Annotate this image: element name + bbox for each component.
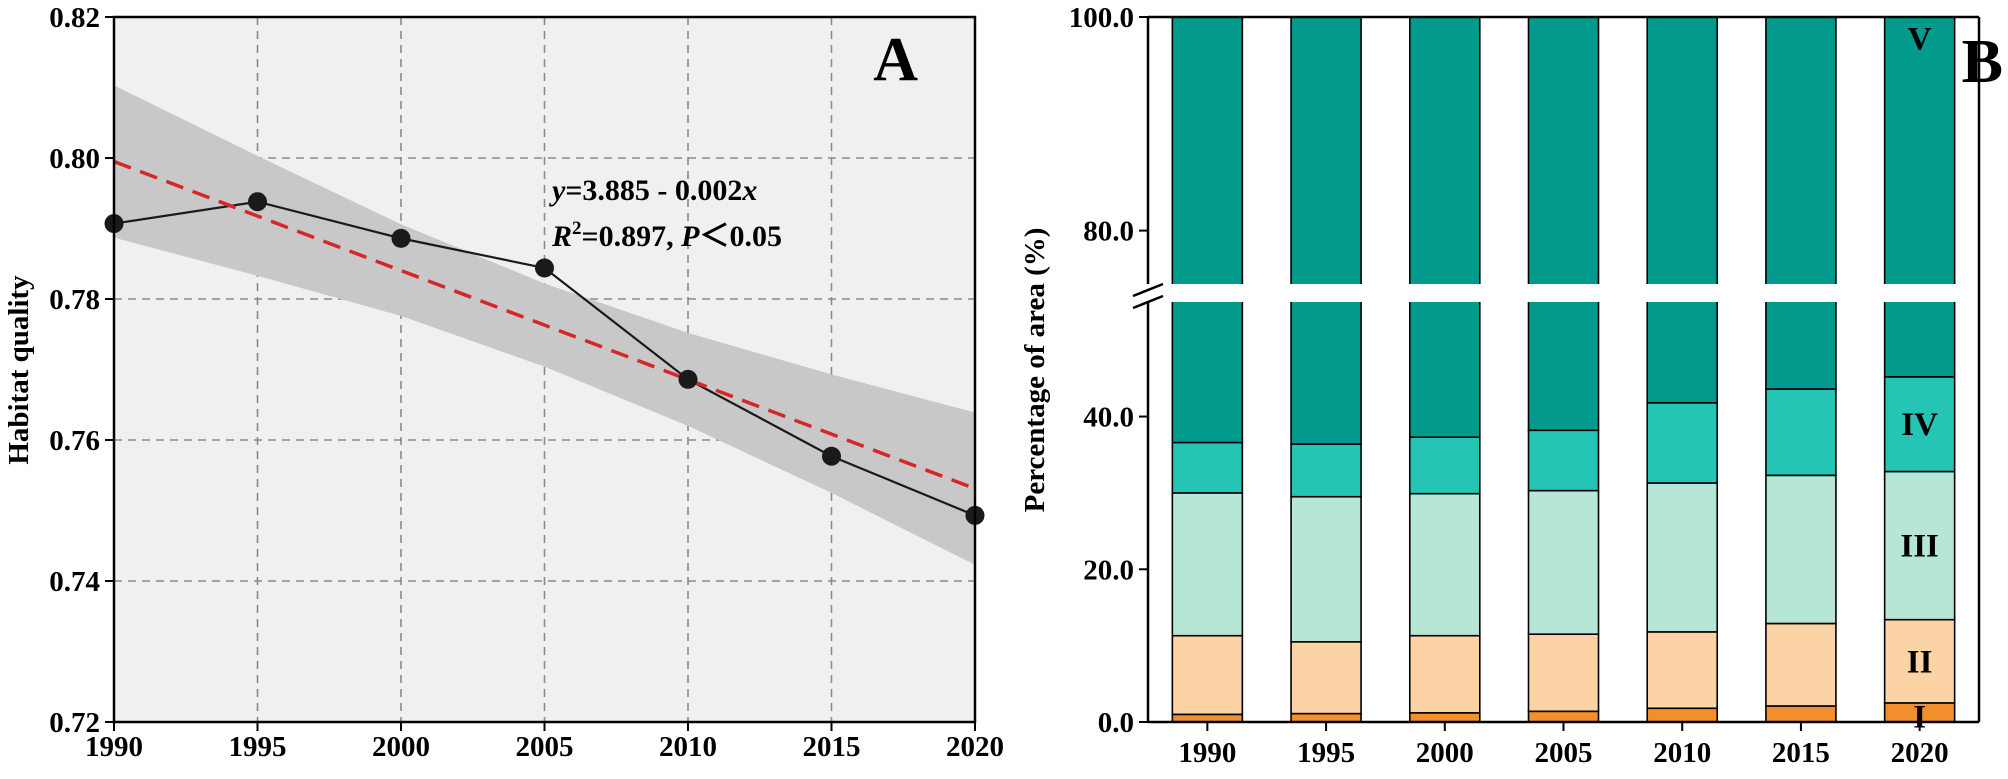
x-tick-label-2015: 2015 bbox=[1772, 737, 1830, 769]
y-tick-label-0.0: 0.0 bbox=[1098, 707, 1134, 739]
bar-segment-V-2010 bbox=[1646, 16, 1719, 404]
panel-a-equation: y=3.885 - 0.002x bbox=[549, 174, 757, 207]
y-tick-label-100.0: 100.0 bbox=[1069, 2, 1134, 34]
y-tick-label-0.76: 0.76 bbox=[49, 425, 100, 457]
r2-sup: 2 bbox=[572, 218, 582, 239]
panel-b-y-axis-title: Percentage of area (%) bbox=[1019, 228, 1051, 513]
y-tick-label-0.82: 0.82 bbox=[49, 2, 100, 34]
eq-body: =3.885 - 0.002 bbox=[565, 174, 742, 207]
panel-a-data-points bbox=[104, 192, 985, 525]
x-tick-label-2015: 2015 bbox=[803, 731, 861, 763]
bar-segment-I-2010 bbox=[1646, 707, 1719, 723]
data-point-2015 bbox=[822, 446, 841, 466]
panel-a-fit-line bbox=[113, 159, 976, 491]
bar-segment-III-2020 bbox=[1883, 470, 1956, 621]
y-tick-label-20.0: 20.0 bbox=[1083, 554, 1134, 586]
panel-b-ticks: 1990 1995 2000 2005 2010 2015 2020 0.0 20.0 40.0 8… bbox=[1069, 2, 1949, 769]
class-label-V: V bbox=[1908, 21, 1932, 57]
bar-segment-I-2000 bbox=[1408, 712, 1481, 723]
panel-a-ticks: 1990 1995 2000 2005 2010 2015 2020 0.72 0.74 0.76… bbox=[49, 2, 1004, 763]
axis-break-mark-lower bbox=[1132, 294, 1164, 310]
p-value: ＜0.05 bbox=[699, 220, 782, 253]
bar-segment-V-2005 bbox=[1527, 16, 1600, 432]
x-tick-label-2010: 2010 bbox=[1653, 737, 1711, 769]
axis-break-gap bbox=[1030, 284, 2005, 302]
bar-segment-IV-2015 bbox=[1765, 388, 1837, 477]
panel-a-r2-p: R2=0.897, P＜0.05 bbox=[551, 218, 782, 253]
bar-segment-III-2005 bbox=[1527, 489, 1600, 635]
eq-x: x bbox=[741, 174, 757, 207]
bar-segment-III-1990 bbox=[1171, 492, 1244, 637]
bar-segment-II-1995 bbox=[1290, 641, 1362, 715]
y-tick-label-0.72: 0.72 bbox=[49, 707, 100, 739]
bar-segment-IV-2000 bbox=[1408, 436, 1481, 495]
bar-segment-III-2000 bbox=[1408, 492, 1481, 637]
bar-segment-V-1990 bbox=[1171, 16, 1244, 444]
bar-segment-V-2020 bbox=[1883, 16, 1956, 378]
p-letter: P bbox=[680, 220, 700, 253]
panel-a-y-axis-title: Habitat quality bbox=[3, 275, 35, 465]
panel-b-letter: B bbox=[1962, 28, 2003, 96]
bar-segment-IV-1990 bbox=[1171, 441, 1244, 494]
bar-segment-II-2005 bbox=[1527, 633, 1600, 713]
panel-a-letter: A bbox=[873, 26, 918, 94]
bar-segment-III-2010 bbox=[1646, 482, 1719, 633]
x-tick-label-2020: 2020 bbox=[1891, 737, 1949, 769]
data-point-2000 bbox=[391, 228, 411, 248]
bar-segment-I-1995 bbox=[1290, 712, 1362, 723]
x-tick-label-1995: 1995 bbox=[1297, 737, 1355, 769]
panel-b-stacked-bar-chart: 1990 1995 2000 2005 2010 2015 2020 0.0 20.0 40.0 8… bbox=[1019, 2, 2005, 769]
class-label-III: III bbox=[1900, 529, 1939, 565]
bar-segment-V-2015 bbox=[1765, 16, 1837, 390]
y-tick-label-0.80: 0.80 bbox=[49, 143, 100, 175]
y-tick-label-80.0: 80.0 bbox=[1083, 216, 1134, 248]
x-tick-label-2005: 2005 bbox=[1535, 737, 1593, 769]
bar-segment-IV-2020 bbox=[1883, 376, 1956, 473]
data-point-2005 bbox=[535, 258, 554, 278]
y-tick-label-40.0: 40.0 bbox=[1083, 402, 1134, 434]
bar-segment-II-1990 bbox=[1171, 634, 1244, 716]
r2-value: =0.897, bbox=[582, 220, 682, 253]
bar-segment-V-2000 bbox=[1408, 16, 1481, 438]
bar-segment-II-2015 bbox=[1765, 622, 1837, 707]
x-tick-label-2000: 2000 bbox=[1416, 737, 1474, 769]
data-point-2010 bbox=[678, 369, 698, 389]
data-point-1995 bbox=[248, 192, 267, 212]
r2-r: R bbox=[551, 220, 572, 253]
bar-segment-II-2020 bbox=[1883, 618, 1956, 704]
panel-a-line-chart: 1990 1995 2000 2005 2010 2015 2020 0.72 0.74 0.76… bbox=[3, 2, 1004, 763]
bar-segment-V-1995 bbox=[1290, 16, 1362, 445]
bar-segment-I-2015 bbox=[1765, 705, 1837, 723]
y-tick-label-0.74: 0.74 bbox=[49, 566, 100, 598]
x-tick-label-2000: 2000 bbox=[372, 731, 430, 763]
panel-b-bars bbox=[1171, 16, 1956, 723]
class-label-I: I bbox=[1913, 699, 1926, 735]
bar-segment-II-2010 bbox=[1646, 631, 1719, 710]
x-tick-label-1995: 1995 bbox=[229, 731, 287, 763]
x-tick-label-2020: 2020 bbox=[946, 731, 1004, 763]
x-tick-label-1990: 1990 bbox=[85, 731, 143, 763]
x-tick-label-1990: 1990 bbox=[1178, 737, 1236, 769]
bar-segment-III-1995 bbox=[1290, 495, 1362, 643]
axis-break-mark-upper bbox=[1132, 282, 1164, 298]
bar-segment-IV-2005 bbox=[1527, 429, 1600, 492]
bar-segment-III-2015 bbox=[1765, 474, 1837, 625]
class-label-II: II bbox=[1907, 644, 1933, 680]
x-tick-label-2010: 2010 bbox=[659, 731, 717, 763]
bar-segment-IV-2010 bbox=[1646, 401, 1719, 484]
eq-y: y bbox=[549, 174, 566, 207]
bar-segment-IV-1995 bbox=[1290, 443, 1362, 498]
y-tick-label-0.78: 0.78 bbox=[49, 284, 100, 316]
x-tick-label-2005: 2005 bbox=[516, 731, 574, 763]
class-label-IV: IV bbox=[1901, 407, 1938, 443]
bar-segment-II-2000 bbox=[1408, 634, 1481, 714]
bar-segment-I-2005 bbox=[1527, 710, 1600, 723]
